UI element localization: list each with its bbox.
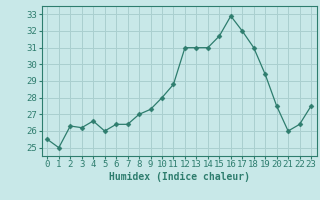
X-axis label: Humidex (Indice chaleur): Humidex (Indice chaleur) [109,172,250,182]
